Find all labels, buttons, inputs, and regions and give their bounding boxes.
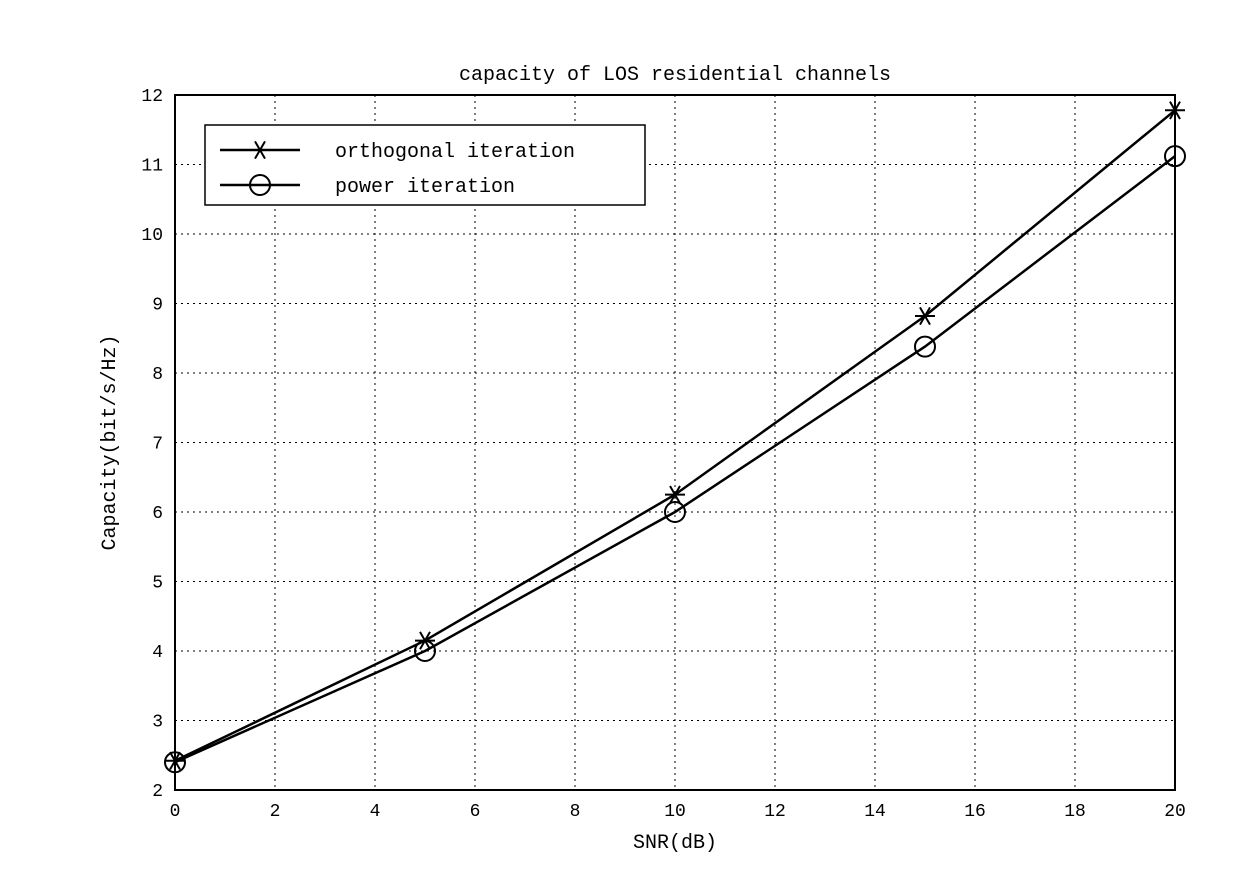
svg-text:2: 2 [270, 802, 281, 822]
svg-text:8: 8 [152, 365, 163, 385]
svg-text:9: 9 [152, 296, 163, 316]
svg-text:12: 12 [764, 802, 786, 822]
svg-text:3: 3 [152, 713, 163, 733]
svg-text:14: 14 [864, 802, 886, 822]
legend-item-label: power iteration [335, 176, 515, 199]
svg-text:4: 4 [370, 802, 381, 822]
svg-text:10: 10 [141, 226, 163, 246]
chart-container: 0246810121416182023456789101112capacity … [0, 0, 1240, 889]
svg-text:20: 20 [1164, 802, 1186, 822]
svg-text:0: 0 [170, 802, 181, 822]
svg-text:5: 5 [152, 574, 163, 594]
svg-text:2: 2 [152, 782, 163, 802]
svg-text:4: 4 [152, 643, 163, 663]
legend-item-label: orthogonal iteration [335, 141, 575, 164]
svg-text:11: 11 [141, 157, 163, 177]
svg-text:16: 16 [964, 802, 986, 822]
svg-text:7: 7 [152, 435, 163, 455]
line-chart: 0246810121416182023456789101112capacity … [0, 0, 1240, 889]
svg-text:18: 18 [1064, 802, 1086, 822]
chart-title: capacity of LOS residential channels [459, 64, 891, 87]
legend: orthogonal iteration power iteration [205, 125, 645, 205]
y-axis-label: Capacity(bit/s/Hz) [99, 334, 122, 550]
svg-text:6: 6 [152, 504, 163, 524]
svg-text:10: 10 [664, 802, 686, 822]
x-axis-label: SNR(dB) [633, 832, 717, 855]
svg-text:6: 6 [470, 802, 481, 822]
svg-text:8: 8 [570, 802, 581, 822]
series-line [175, 110, 1175, 761]
svg-text:12: 12 [141, 87, 163, 107]
